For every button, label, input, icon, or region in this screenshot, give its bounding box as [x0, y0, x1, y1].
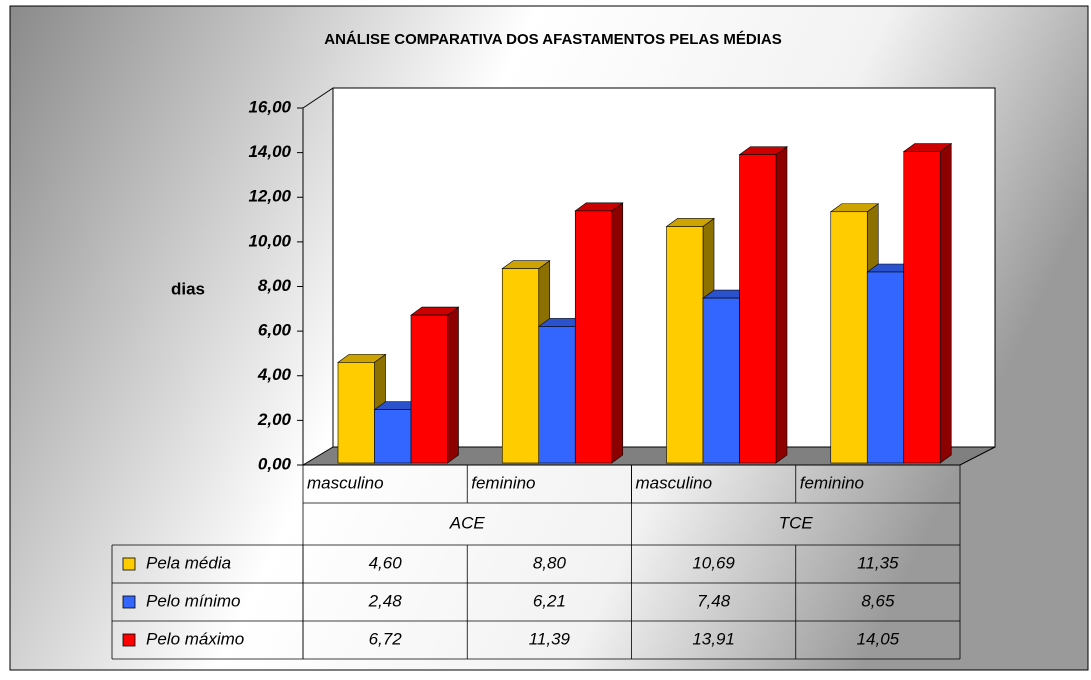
- value-label: 6,72: [369, 629, 403, 648]
- bar: [538, 326, 576, 464]
- value-label: 7,48: [697, 591, 731, 610]
- legend-key: [122, 557, 136, 571]
- group-label: ACE: [449, 513, 486, 532]
- bar: [866, 271, 905, 464]
- value-label: 6,21: [533, 591, 566, 610]
- legend-label: Pelo mínimo: [146, 591, 240, 610]
- bar: [666, 226, 704, 464]
- bar: [574, 210, 613, 464]
- bar: [739, 154, 777, 464]
- bar-side: [775, 146, 788, 464]
- legend-label: Pelo máximo: [146, 629, 244, 648]
- floor: [301, 446, 996, 466]
- bar: [374, 409, 412, 464]
- bar: [337, 362, 375, 464]
- bar: [830, 211, 868, 464]
- category-label: masculino: [307, 473, 384, 492]
- value-label: 11,39: [529, 629, 571, 648]
- legend-key: [122, 633, 136, 647]
- bar-side: [939, 142, 952, 464]
- y-tick-label: 10,00: [248, 231, 291, 250]
- value-label: 4,60: [369, 553, 403, 572]
- y-axis-label: dias: [171, 279, 205, 298]
- bar-side: [447, 306, 459, 464]
- y-tick-label: 2,00: [257, 410, 292, 429]
- group-label: TCE: [779, 513, 814, 532]
- legend-label: Pela média: [146, 553, 231, 572]
- category-label: feminino: [800, 473, 864, 492]
- value-label: 11,35: [857, 553, 899, 572]
- value-label: 10,69: [692, 553, 735, 572]
- category-label: masculino: [636, 473, 713, 492]
- value-label: 8,80: [533, 553, 567, 572]
- bar-side: [611, 202, 624, 464]
- y-tick-label: 12,00: [248, 187, 291, 206]
- value-label: 2,48: [368, 591, 403, 610]
- bar: [702, 297, 740, 464]
- value-label: 8,65: [861, 591, 895, 610]
- bar: [903, 151, 941, 464]
- bar: [501, 268, 540, 464]
- bar: [410, 314, 448, 464]
- y-tick-label: 8,00: [258, 276, 292, 295]
- y-tick-label: 14,00: [248, 142, 291, 161]
- value-label: 14,05: [857, 629, 900, 648]
- chart-title: ANÁLISE COMPARATIVA DOS AFASTAMENTOS PEL…: [324, 31, 782, 48]
- category-label: feminino: [471, 473, 535, 492]
- y-tick-label: 4,00: [257, 365, 292, 384]
- legend-key: [122, 595, 136, 609]
- y-tick-label: 6,00: [258, 321, 292, 340]
- value-label: 13,91: [692, 629, 735, 648]
- y-tick-label: 16,00: [248, 97, 291, 116]
- side-wall-edge: [302, 87, 334, 109]
- y-tick-label: 0,00: [258, 454, 292, 473]
